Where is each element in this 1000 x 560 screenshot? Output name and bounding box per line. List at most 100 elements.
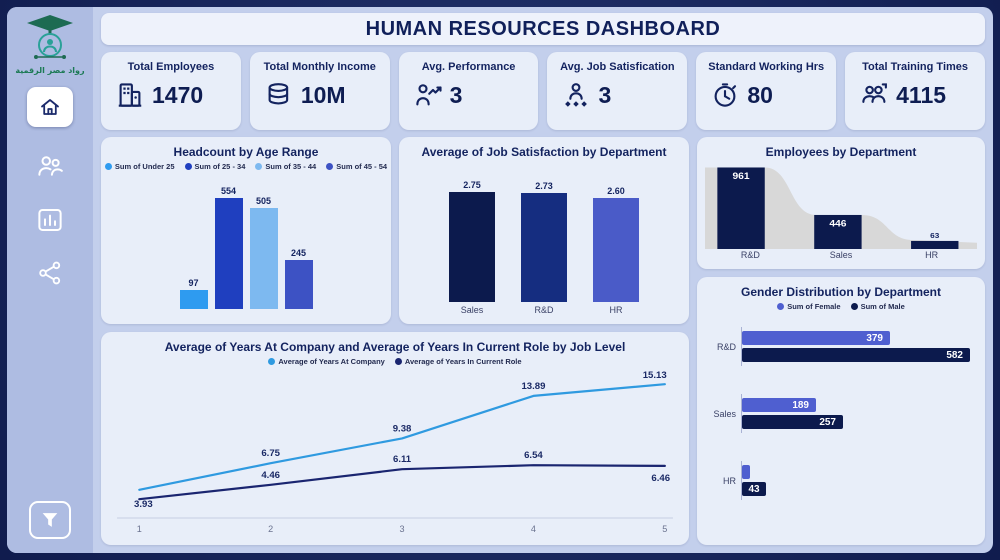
headcount-bar-chart: 97 554 505 245 — [109, 179, 383, 309]
kpi-value: 4115 — [896, 81, 947, 108]
legend-dot-icon — [184, 163, 192, 170]
legend-label: Sum of Female — [787, 302, 841, 311]
kpi-card-total-employees[interactable]: Total Employees 1470 — [101, 52, 241, 130]
category-label: Sales — [460, 305, 484, 315]
headcount-by-age-card[interactable]: Headcount by Age Range Sum of Under 25 Su… — [101, 137, 391, 324]
kpi-value: 3 — [598, 81, 612, 108]
category-label: Sales — [713, 408, 736, 419]
nav-share-button[interactable] — [35, 259, 65, 287]
axis-tick-label: 2 — [268, 524, 273, 534]
kpi-value: 80 — [747, 81, 773, 108]
legend-label: Sum of Male — [860, 302, 905, 311]
legend-item[interactable]: Sum of Male — [850, 302, 905, 311]
job-satisfaction-card[interactable]: Average of Job Satisfaction by Departmen… — [399, 137, 689, 324]
employees-funnel-chart[interactable]: 961 446 63 — [705, 163, 977, 249]
category-label: R&D — [740, 250, 760, 260]
years-line-chart[interactable]: 1 2 3 4 5 3.93 6.75 9.38 13.89 15.13 4.46 6.11 6.54 6… — [109, 368, 681, 538]
funnel-bar-hr[interactable] — [911, 240, 959, 249]
coins-icon — [268, 83, 289, 105]
funnel-bar-sales[interactable] — [814, 214, 862, 249]
kpi-label: Total Training Times — [862, 61, 969, 73]
legend-item[interactable]: Sum of 25 - 34 — [184, 162, 246, 171]
gender-legend: Sum of Female Sum of Male — [705, 302, 977, 311]
bar-value-label: 2.75 — [463, 180, 481, 190]
line-series-years-in-current-role[interactable] — [138, 464, 666, 501]
legend-item[interactable]: Sum of Female — [777, 302, 841, 311]
employees-by-department-card[interactable]: Employees by Department 961 446 63 R&D — [697, 137, 985, 269]
kpi-value: 10M — [300, 81, 346, 108]
legend-dot-icon — [326, 163, 334, 170]
legend-dot-icon — [394, 358, 402, 365]
category-label: R&D — [716, 341, 736, 352]
bar[interactable] — [521, 193, 567, 302]
kpi-card-total-monthly-income[interactable]: Total Monthly Income 10M — [249, 52, 390, 130]
bar[interactable] — [593, 198, 639, 302]
legend-label: Sum of 35 - 44 — [265, 162, 317, 171]
bar-value-label: 2.73 — [535, 181, 553, 191]
category-label: R&D — [534, 305, 554, 315]
bar-value-label: 2.60 — [607, 186, 625, 196]
bar[interactable]: 379 — [742, 331, 890, 345]
bar-group: R&D 379 582 — [707, 327, 973, 366]
people-arrow-icon — [862, 83, 888, 103]
legend-dot-icon — [104, 163, 112, 170]
data-label: 4.46 — [261, 470, 280, 481]
legend-dot-icon — [268, 358, 276, 365]
filter-button[interactable] — [29, 501, 71, 539]
bar[interactable]: 257 — [742, 415, 843, 429]
bar[interactable] — [179, 290, 208, 309]
data-label: 15.13 — [643, 370, 667, 381]
chart-title: Headcount by Age Range — [173, 145, 319, 159]
legend-item[interactable]: Average of Years At Company — [268, 357, 385, 366]
gender-distribution-card[interactable]: Gender Distribution by Department Sum of… — [697, 277, 985, 545]
kpi-card-total-training-times[interactable]: Total Training Times 4115 — [845, 52, 985, 130]
funnel-bar-rd[interactable] — [717, 167, 765, 249]
chart-title: Average of Job Satisfaction by Departmen… — [421, 145, 667, 159]
bar[interactable]: 582 — [742, 348, 970, 362]
bar-value-label: 189 — [792, 399, 809, 411]
nav-people-button[interactable] — [34, 151, 66, 181]
bar-group: 245 — [284, 248, 313, 309]
legend-label: Sum of 25 - 34 — [194, 162, 246, 171]
kpi-value: 3 — [449, 81, 463, 108]
home-icon — [41, 99, 59, 115]
kpi-card-standard-working-hrs[interactable]: Standard Working Hrs 80 — [696, 52, 837, 130]
axis-tick-label: 3 — [400, 524, 405, 534]
kpi-card-avg-performance[interactable]: Avg. Performance 3 — [398, 52, 539, 130]
bar[interactable]: 43 — [742, 482, 766, 496]
people-icon — [38, 156, 63, 176]
bar-value-label: 582 — [946, 349, 963, 361]
bar[interactable] — [742, 465, 750, 479]
bar-value-label: 446 — [829, 219, 847, 229]
kpi-card-avg-job-satisfaction[interactable]: Avg. Job Satisfication 3 — [547, 52, 688, 130]
legend-dot-icon — [777, 303, 785, 310]
building-icon — [118, 83, 142, 107]
legend-label: Average of Years In Current Role — [404, 357, 522, 366]
nav-home-button[interactable] — [27, 87, 73, 127]
bar[interactable] — [249, 208, 278, 309]
data-label: 6.46 — [651, 473, 670, 484]
nav-analytics-button[interactable] — [34, 205, 66, 235]
legend-item[interactable]: Sum of Under 25 — [104, 162, 175, 171]
axis-tick-label: 1 — [137, 524, 142, 534]
bar-value-label: 379 — [866, 332, 883, 344]
bar[interactable] — [284, 260, 313, 309]
bar-group: 97 — [179, 278, 208, 309]
legend-label: Sum of 45 - 54 — [336, 162, 388, 171]
bar-value-label: 257 — [819, 416, 836, 428]
years-by-job-level-card[interactable]: Average of Years At Company and Average … — [101, 332, 689, 545]
legend-item[interactable]: Average of Years In Current Role — [394, 357, 522, 366]
kpi-label: Total Employees — [127, 61, 215, 73]
bar[interactable]: 189 — [742, 398, 816, 412]
bar-group: 2.75 Sales — [449, 180, 495, 315]
bar[interactable] — [214, 198, 243, 309]
legend-item[interactable]: Sum of 35 - 44 — [255, 162, 316, 171]
headcount-legend: Sum of Under 25 Sum of 25 - 34 Sum of 35 -… — [104, 162, 387, 171]
category-label: HR — [609, 305, 623, 315]
legend-item[interactable]: Sum of 45 - 54 — [326, 162, 387, 171]
dashboard-app: رواد مصر الرقمية — [7, 7, 993, 553]
chart-title: Employees by Department — [765, 145, 917, 159]
line-series-years-at-company[interactable] — [138, 383, 666, 491]
page-title: HUMAN RESOURCES DASHBOARD — [365, 17, 721, 40]
bar[interactable] — [449, 192, 495, 302]
